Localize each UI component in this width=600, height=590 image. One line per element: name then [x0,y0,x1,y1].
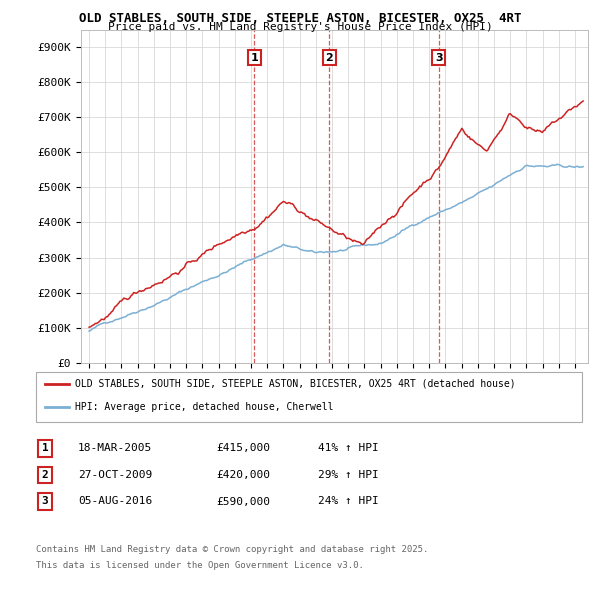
Text: 29% ↑ HPI: 29% ↑ HPI [318,470,379,480]
Text: 2: 2 [325,53,333,63]
Text: 1: 1 [251,53,259,63]
Text: 3: 3 [41,497,49,506]
Text: £415,000: £415,000 [216,444,270,453]
Text: This data is licensed under the Open Government Licence v3.0.: This data is licensed under the Open Gov… [36,560,364,570]
Text: OLD STABLES, SOUTH SIDE, STEEPLE ASTON, BICESTER, OX25 4RT (detached house): OLD STABLES, SOUTH SIDE, STEEPLE ASTON, … [75,379,515,389]
Text: £590,000: £590,000 [216,497,270,506]
Text: 2: 2 [41,470,49,480]
Text: £420,000: £420,000 [216,470,270,480]
Text: 24% ↑ HPI: 24% ↑ HPI [318,497,379,506]
Text: 18-MAR-2005: 18-MAR-2005 [78,444,152,453]
Text: 1: 1 [41,444,49,453]
Text: 41% ↑ HPI: 41% ↑ HPI [318,444,379,453]
Text: Contains HM Land Registry data © Crown copyright and database right 2025.: Contains HM Land Registry data © Crown c… [36,545,428,555]
Text: 05-AUG-2016: 05-AUG-2016 [78,497,152,506]
Text: HPI: Average price, detached house, Cherwell: HPI: Average price, detached house, Cher… [75,402,334,412]
Text: 27-OCT-2009: 27-OCT-2009 [78,470,152,480]
Text: 3: 3 [435,53,443,63]
Text: Price paid vs. HM Land Registry's House Price Index (HPI): Price paid vs. HM Land Registry's House … [107,22,493,32]
Text: OLD STABLES, SOUTH SIDE, STEEPLE ASTON, BICESTER, OX25  4RT: OLD STABLES, SOUTH SIDE, STEEPLE ASTON, … [79,12,521,25]
